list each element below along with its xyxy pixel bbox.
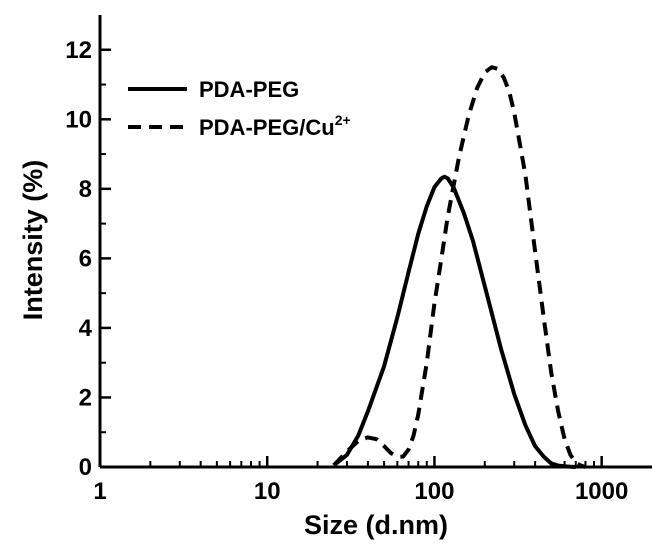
x-axis-label: Size (d.nm) [304, 510, 448, 540]
x-tick-label: 1000 [575, 478, 628, 505]
y-tick-label: 10 [65, 106, 92, 133]
y-tick-label: 12 [65, 37, 92, 64]
y-tick-label: 4 [79, 315, 93, 342]
x-tick-label: 1 [93, 478, 106, 505]
legend-label: PDA-PEG [199, 77, 299, 102]
x-tick-label: 100 [414, 478, 454, 505]
series-line-pda-peg [332, 174, 576, 469]
y-tick-label: 2 [79, 384, 92, 411]
y-tick-label: 0 [79, 454, 92, 481]
y-tick-label: 8 [79, 176, 92, 203]
series-line-pda-peg-cu [332, 65, 587, 469]
series-layer [332, 65, 587, 469]
x-tick-label: 10 [254, 478, 281, 505]
x-axis-ticks: 1 10 100 1000 [93, 456, 628, 505]
legend: PDA-PEG PDA-PEG/Cu2+ [128, 77, 351, 140]
y-tick-label: 6 [79, 245, 92, 272]
y-axis-label: Intensity (%) [18, 160, 48, 321]
plot-frame [98, 15, 652, 469]
y-axis-ticks: 0 2 4 6 8 10 12 [65, 37, 111, 481]
legend-label: PDA-PEG/Cu2+ [199, 112, 351, 140]
